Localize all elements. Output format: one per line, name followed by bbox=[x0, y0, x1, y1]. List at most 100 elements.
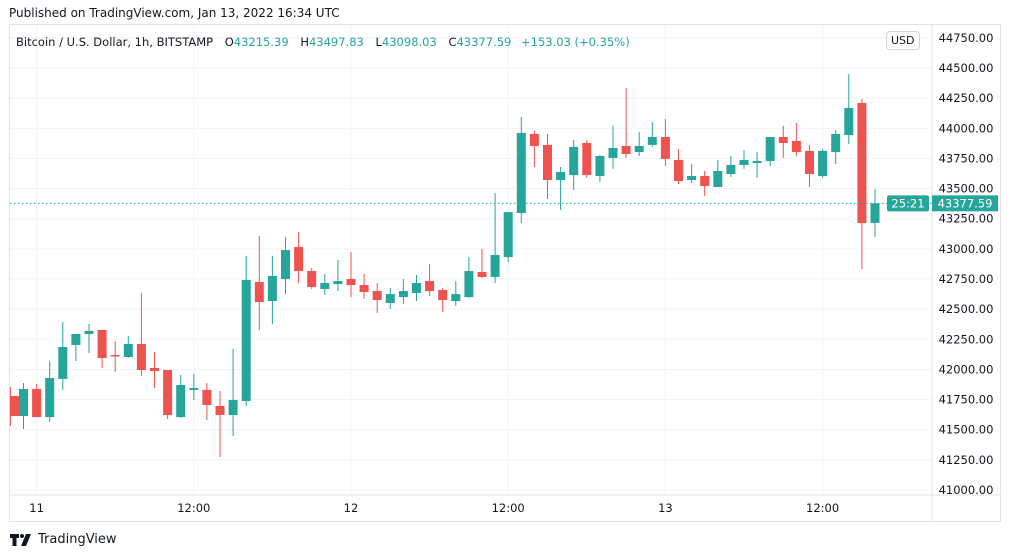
candle-body bbox=[870, 203, 880, 223]
candle-body bbox=[674, 159, 683, 181]
last-price-overlay: 43377.59 25:21 bbox=[10, 195, 998, 212]
published-caption: Published on TradingView.com, Jan 13, 20… bbox=[9, 6, 340, 20]
candle-body bbox=[333, 281, 343, 285]
candle-body bbox=[307, 271, 317, 287]
candle bbox=[438, 288, 448, 313]
candle bbox=[608, 125, 618, 169]
last-price-label: 43377.59 bbox=[938, 196, 993, 210]
candle-body bbox=[215, 405, 225, 416]
candle-body bbox=[110, 354, 120, 357]
x-tick-label: 12:00 bbox=[806, 501, 839, 515]
candle bbox=[346, 251, 356, 298]
symbol-title: Bitcoin / U.S. Dollar, 1h, BITSTAMP bbox=[16, 35, 214, 49]
candle-body bbox=[372, 291, 382, 300]
close-label: C bbox=[448, 35, 457, 49]
bar-countdown: 25:21 bbox=[891, 196, 924, 210]
candle-body bbox=[556, 172, 566, 181]
candle bbox=[385, 288, 395, 310]
candle-body bbox=[700, 176, 710, 187]
candle-body bbox=[71, 333, 81, 345]
y-tick-label: 42000.00 bbox=[939, 362, 994, 376]
candle-body bbox=[595, 156, 605, 177]
candle bbox=[660, 119, 670, 167]
candle-body bbox=[778, 136, 788, 143]
candle-body bbox=[464, 271, 474, 298]
candle bbox=[215, 391, 225, 457]
y-tick-label: 43000.00 bbox=[939, 242, 994, 256]
change-value: +153.03 (+0.35%) bbox=[521, 35, 630, 49]
y-tick-label: 42750.00 bbox=[939, 272, 994, 286]
candle bbox=[739, 149, 749, 169]
candle bbox=[844, 74, 854, 144]
low-label: L bbox=[375, 35, 382, 49]
candle bbox=[778, 125, 788, 158]
candle-body bbox=[621, 146, 631, 154]
candle-body bbox=[608, 147, 618, 158]
candle bbox=[503, 212, 513, 262]
candle bbox=[150, 351, 159, 388]
footer-brand[interactable]: TradingView bbox=[10, 532, 117, 547]
candle-body bbox=[765, 136, 775, 161]
candle-body bbox=[84, 330, 94, 334]
candle-body bbox=[241, 279, 251, 402]
candle bbox=[294, 231, 304, 283]
x-tick-label: 12:00 bbox=[177, 501, 210, 515]
y-tick-label: 44000.00 bbox=[939, 121, 994, 135]
candle bbox=[516, 116, 526, 224]
candle bbox=[84, 323, 94, 354]
currency-button[interactable]: USD bbox=[886, 31, 920, 50]
candle bbox=[477, 248, 487, 279]
open-label: O bbox=[224, 35, 234, 49]
candle-body bbox=[150, 367, 159, 371]
candle bbox=[582, 139, 592, 178]
candle bbox=[713, 159, 723, 188]
y-tick-label: 42250.00 bbox=[939, 332, 994, 346]
candle-body bbox=[412, 282, 421, 293]
candle bbox=[58, 322, 68, 390]
candle bbox=[870, 188, 880, 238]
y-tick-label: 41500.00 bbox=[939, 423, 994, 437]
candle-body bbox=[281, 250, 290, 279]
candle-body bbox=[176, 384, 186, 418]
axes: 41000.00 41250.00 41500.00 41750.00 42000.00… bbox=[10, 25, 1001, 522]
candle bbox=[241, 255, 251, 406]
candle-body bbox=[45, 377, 55, 418]
candle bbox=[163, 370, 173, 419]
chart-frame bbox=[9, 24, 1001, 522]
candle bbox=[307, 268, 317, 290]
candle bbox=[791, 122, 801, 157]
candle bbox=[71, 333, 81, 361]
y-tick-label: 42500.00 bbox=[939, 302, 994, 316]
candle-body bbox=[385, 294, 395, 303]
high-label: H bbox=[300, 35, 309, 49]
close-value: 43377.59 bbox=[456, 35, 512, 49]
candle-body bbox=[163, 370, 173, 416]
x-tick-label: 13 bbox=[658, 501, 673, 515]
candle bbox=[490, 193, 500, 283]
candle bbox=[333, 259, 343, 292]
candle bbox=[228, 348, 238, 436]
candle-body bbox=[569, 146, 579, 176]
candle-body bbox=[19, 388, 28, 416]
candle bbox=[674, 149, 683, 184]
candle bbox=[569, 139, 579, 191]
candle-body bbox=[503, 212, 513, 258]
candle bbox=[831, 129, 841, 164]
y-tick-label: 43250.00 bbox=[939, 212, 994, 226]
y-tick-label: 41750.00 bbox=[939, 393, 994, 407]
footer-brand-label: TradingView bbox=[38, 532, 117, 547]
candle bbox=[451, 281, 461, 307]
candle bbox=[281, 237, 290, 294]
candle bbox=[202, 383, 212, 421]
candle bbox=[19, 383, 28, 429]
candle bbox=[425, 264, 435, 296]
candle bbox=[647, 122, 657, 147]
candle-body bbox=[438, 289, 448, 300]
y-tick-label: 41000.00 bbox=[939, 483, 994, 497]
high-value: 43497.83 bbox=[308, 35, 364, 49]
candle-body bbox=[739, 159, 749, 165]
countdown-badge bbox=[887, 195, 929, 212]
x-tick-label: 12:00 bbox=[492, 501, 525, 515]
candle-body bbox=[516, 132, 526, 214]
